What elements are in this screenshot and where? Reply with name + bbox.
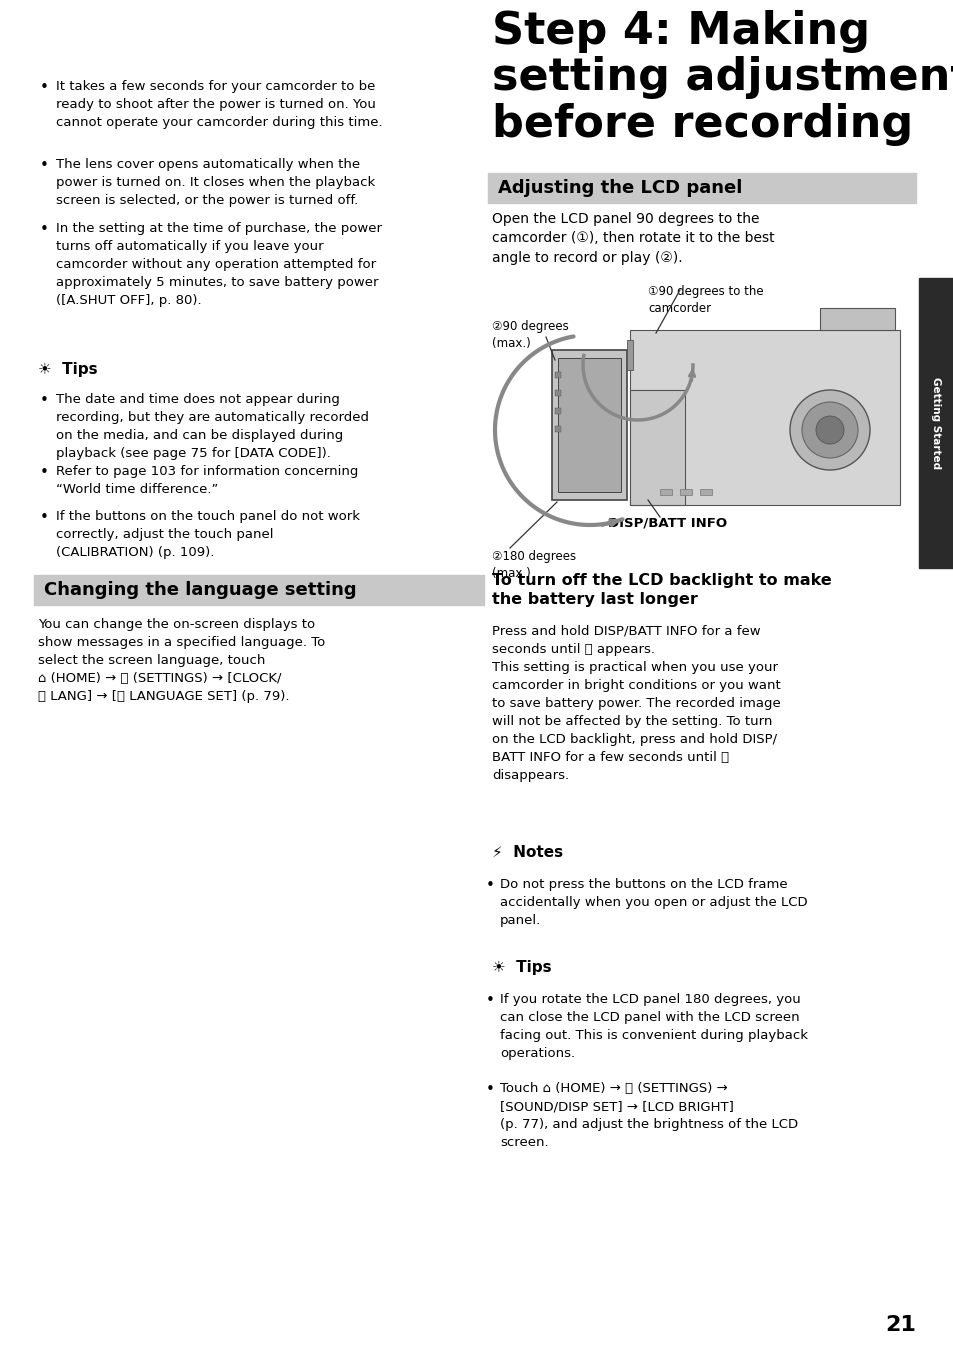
Text: Adjusting the LCD panel: Adjusting the LCD panel — [497, 179, 741, 197]
Text: To turn off the LCD backlight to make
the battery last longer: To turn off the LCD backlight to make th… — [492, 573, 831, 607]
Text: If the buttons on the touch panel do not work
correctly, adjust the touch panel
: If the buttons on the touch panel do not… — [56, 510, 359, 559]
Text: •: • — [485, 878, 495, 893]
Circle shape — [789, 389, 869, 470]
Text: In the setting at the time of purchase, the power
turns off automatically if you: In the setting at the time of purchase, … — [56, 223, 381, 307]
Text: •: • — [40, 223, 49, 237]
Text: •: • — [40, 157, 49, 172]
Bar — [34, 575, 483, 605]
Bar — [679, 489, 691, 495]
Bar — [820, 308, 894, 330]
Bar — [555, 408, 560, 414]
Text: Refer to page 103 for information concerning
“World time difference.”: Refer to page 103 for information concer… — [56, 465, 358, 497]
Bar — [555, 372, 560, 379]
Bar — [626, 341, 633, 370]
Text: •: • — [40, 394, 49, 408]
Bar — [555, 426, 560, 432]
Text: •: • — [40, 80, 49, 95]
Circle shape — [815, 417, 843, 444]
Bar — [918, 278, 952, 569]
Text: ②180 degrees
(max.): ②180 degrees (max.) — [492, 550, 576, 579]
Text: Press and hold DISP/BATT INFO for a few
seconds until ⬞ appears.
This setting is: Press and hold DISP/BATT INFO for a few … — [492, 626, 780, 782]
Bar — [488, 172, 915, 204]
Text: Changing the language setting: Changing the language setting — [44, 581, 356, 598]
Bar — [700, 489, 711, 495]
Bar — [552, 350, 626, 499]
Text: Do not press the buttons on the LCD frame
accidentally when you open or adjust t: Do not press the buttons on the LCD fram… — [499, 878, 807, 927]
Bar — [629, 330, 899, 505]
Text: Getting Started: Getting Started — [930, 377, 940, 470]
Bar — [555, 389, 560, 396]
Text: ①90 degrees to the
camcorder: ①90 degrees to the camcorder — [647, 285, 762, 315]
Text: ☀  Tips: ☀ Tips — [38, 362, 97, 377]
Text: ⚡  Notes: ⚡ Notes — [492, 845, 562, 860]
Text: •: • — [485, 993, 495, 1008]
Bar — [629, 389, 684, 505]
Text: If you rotate the LCD panel 180 degrees, you
can close the LCD panel with the LC: If you rotate the LCD panel 180 degrees,… — [499, 993, 807, 1060]
Text: •: • — [40, 465, 49, 480]
Text: ☀  Tips: ☀ Tips — [492, 959, 551, 974]
Text: Open the LCD panel 90 degrees to the
camcorder (①), then rotate it to the best
a: Open the LCD panel 90 degrees to the cam… — [492, 212, 774, 265]
Bar — [558, 358, 620, 493]
Text: The lens cover opens automatically when the
power is turned on. It closes when t: The lens cover opens automatically when … — [56, 157, 375, 208]
Text: The date and time does not appear during
recording, but they are automatically r: The date and time does not appear during… — [56, 394, 369, 460]
Bar — [659, 489, 671, 495]
Text: ②90 degrees
(max.): ②90 degrees (max.) — [492, 320, 568, 350]
Text: DISP/BATT INFO: DISP/BATT INFO — [607, 517, 726, 531]
Text: •: • — [485, 1082, 495, 1096]
Circle shape — [801, 402, 857, 459]
Text: •: • — [40, 510, 49, 525]
Text: Touch ⌂ (HOME) → ⌖ (SETTINGS) →
[SOUND/DISP SET] → [LCD BRIGHT]
(p. 77), and adj: Touch ⌂ (HOME) → ⌖ (SETTINGS) → [SOUND/D… — [499, 1082, 798, 1149]
Text: Step 4: Making
setting adjustments
before recording: Step 4: Making setting adjustments befor… — [492, 9, 953, 145]
Text: You can change the on-screen displays to
show messages in a specified language. : You can change the on-screen displays to… — [38, 617, 325, 703]
Text: 21: 21 — [884, 1315, 915, 1335]
Text: It takes a few seconds for your camcorder to be
ready to shoot after the power i: It takes a few seconds for your camcorde… — [56, 80, 382, 129]
